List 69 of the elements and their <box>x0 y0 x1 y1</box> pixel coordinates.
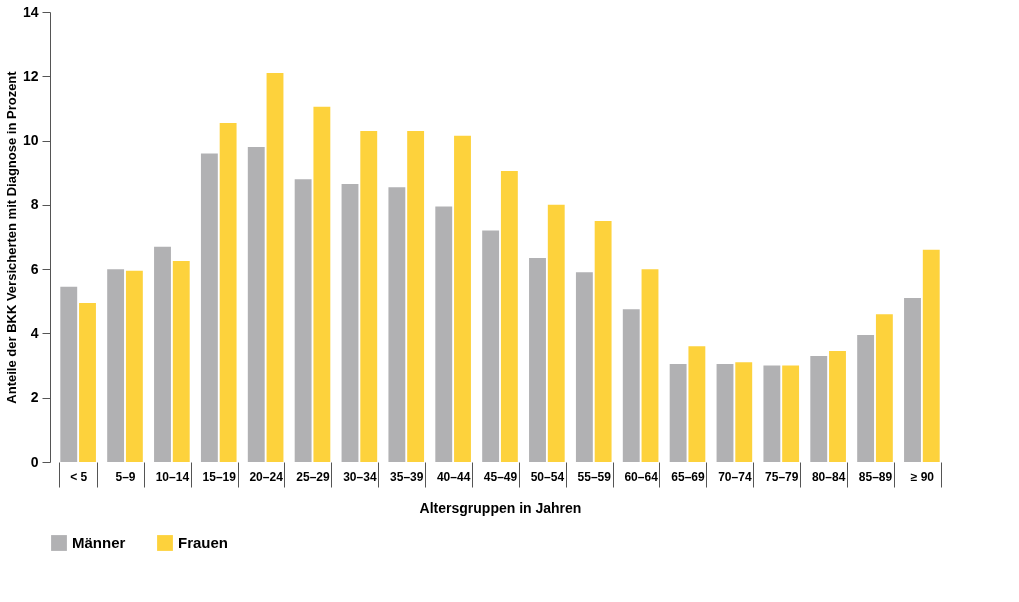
x-tick-label: 5–9 <box>115 469 136 484</box>
bar <box>641 269 659 462</box>
legend-label: Männer <box>72 534 126 551</box>
bar <box>735 362 753 462</box>
bar <box>388 187 406 462</box>
x-tick-label: < 5 <box>70 469 88 484</box>
bar <box>172 261 190 462</box>
y-tick-label: 6 <box>30 260 39 277</box>
bar <box>247 147 265 462</box>
x-tick-label: 75–79 <box>765 469 799 484</box>
bar <box>669 363 687 462</box>
x-tick-label: 35–39 <box>390 469 424 484</box>
bar <box>547 204 565 462</box>
y-tick-label: 8 <box>30 196 39 213</box>
bar <box>266 73 284 462</box>
bar <box>857 335 875 462</box>
x-tick-label: 70–74 <box>718 469 752 484</box>
legend-label: Frauen <box>178 534 229 551</box>
bar <box>810 355 828 462</box>
bar <box>125 270 143 462</box>
x-tick-label: 60–64 <box>624 469 659 484</box>
bar <box>529 257 546 462</box>
bar <box>875 314 893 462</box>
x-axis-title: Altersgruppen in Jahren <box>419 500 582 516</box>
bar <box>594 220 612 462</box>
x-tick-label: 10–14 <box>155 469 190 484</box>
x-tick-label: 55–59 <box>577 469 612 484</box>
bar <box>575 272 593 462</box>
x-tick-label: 30–34 <box>343 469 377 484</box>
x-tick-label: 45–49 <box>483 469 518 484</box>
bar <box>154 246 171 462</box>
bar <box>500 171 518 462</box>
x-tick-label: 85–89 <box>858 469 893 484</box>
bar <box>688 346 706 462</box>
bar <box>622 309 640 462</box>
bar <box>435 206 453 462</box>
bar <box>60 286 78 462</box>
bar <box>313 106 331 462</box>
bar <box>922 249 940 462</box>
x-tick-label: 50–54 <box>530 469 565 484</box>
bar <box>341 183 359 462</box>
bar <box>79 302 96 462</box>
bar <box>716 363 734 462</box>
y-tick-label: 10 <box>22 132 39 149</box>
x-tick-label: 40–44 <box>436 469 471 484</box>
y-tick-label: 0 <box>30 453 39 470</box>
x-tick-label: 65–69 <box>671 469 706 484</box>
bar <box>454 135 471 462</box>
x-tick-label: 80–84 <box>811 469 846 484</box>
x-tick-label: 15–19 <box>202 469 237 484</box>
bar <box>219 122 237 462</box>
x-tick-label: 20–24 <box>249 469 284 484</box>
bar <box>294 179 312 462</box>
y-tick-label: 14 <box>22 3 39 20</box>
bar <box>107 269 125 462</box>
bar <box>904 298 921 462</box>
y-axis-title: Anteile der BKK Versicherten mit Diagnose in Prozent <box>3 70 19 404</box>
y-tick-label: 12 <box>22 67 39 84</box>
bar <box>360 130 378 462</box>
bar <box>200 153 218 462</box>
bar <box>763 365 781 462</box>
x-tick-label: ≥ 90 <box>910 469 935 484</box>
y-tick-label: 2 <box>30 389 39 406</box>
x-tick-label: 25–29 <box>296 469 331 484</box>
y-tick-label: 4 <box>30 324 39 341</box>
bar <box>407 130 425 462</box>
bar <box>829 351 846 462</box>
bar <box>782 365 800 462</box>
bar <box>482 230 500 462</box>
